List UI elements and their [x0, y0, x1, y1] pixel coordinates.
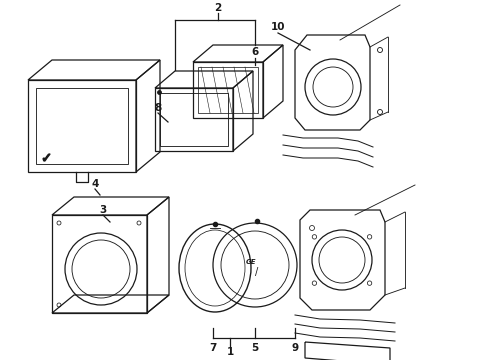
- Text: 4: 4: [91, 179, 98, 189]
- Text: 8: 8: [154, 103, 162, 113]
- Text: 1: 1: [226, 347, 234, 357]
- Text: GE: GE: [246, 259, 256, 265]
- Text: 5: 5: [251, 343, 259, 353]
- Text: 2: 2: [215, 3, 221, 13]
- Text: 7: 7: [209, 343, 217, 353]
- Text: 3: 3: [99, 205, 107, 215]
- Text: /: /: [255, 267, 259, 277]
- Text: 9: 9: [292, 343, 298, 353]
- Text: 10: 10: [271, 22, 285, 32]
- Text: 6: 6: [251, 47, 259, 57]
